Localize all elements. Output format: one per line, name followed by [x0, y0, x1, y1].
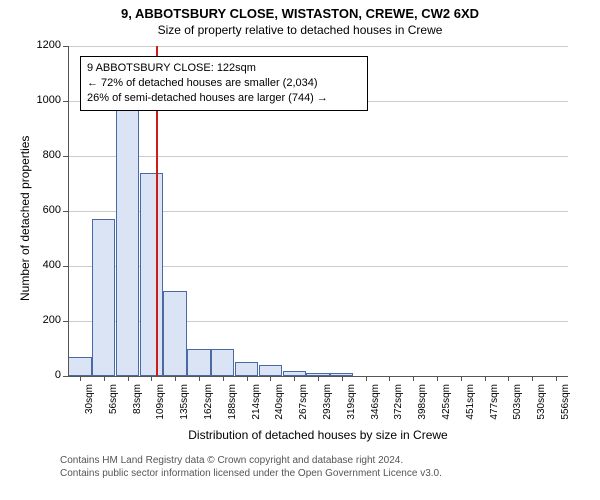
histogram-bar — [163, 291, 186, 376]
x-tick-label: 240sqm — [274, 384, 285, 428]
chart-container: 9, ABBOTSBURY CLOSE, WISTASTON, CREWE, C… — [0, 0, 600, 500]
histogram-bar — [116, 101, 139, 376]
annotation-line: 26% of semi-detached houses are larger (… — [87, 91, 361, 106]
x-tick-label: 83sqm — [132, 384, 143, 428]
histogram-bar — [187, 349, 210, 377]
chart-subtitle: Size of property relative to detached ho… — [0, 21, 600, 37]
grid-line — [68, 46, 568, 47]
x-tick-label: 214sqm — [251, 384, 262, 428]
x-tick-label: 109sqm — [155, 384, 166, 428]
annotation-line: ← 72% of detached houses are smaller (2,… — [87, 76, 361, 91]
y-axis-title: Number of detached properties — [18, 136, 32, 301]
grid-line — [68, 156, 568, 157]
x-tick-label: 162sqm — [203, 384, 214, 428]
histogram-bar — [211, 349, 234, 377]
x-tick-label: 477sqm — [489, 384, 500, 428]
x-tick-label: 398sqm — [417, 384, 428, 428]
annotation-line: 9 ABBOTSBURY CLOSE: 122sqm — [87, 61, 361, 76]
y-tick-label: 200 — [23, 314, 61, 326]
annotation-box: 9 ABBOTSBURY CLOSE: 122sqm ← 72% of deta… — [80, 56, 368, 111]
y-axis-line — [68, 46, 69, 376]
x-tick-label: 372sqm — [393, 384, 404, 428]
histogram-bar — [140, 173, 163, 377]
x-tick-label: 503sqm — [512, 384, 523, 428]
x-tick-label: 530sqm — [536, 384, 547, 428]
footer-line: Contains public sector information licen… — [60, 467, 442, 480]
footer-attribution: Contains HM Land Registry data © Crown c… — [60, 454, 442, 480]
x-tick-label: 267sqm — [298, 384, 309, 428]
y-tick-label: 1200 — [23, 39, 61, 51]
x-tick-label: 346sqm — [370, 384, 381, 428]
chart-title-address: 9, ABBOTSBURY CLOSE, WISTASTON, CREWE, C… — [0, 0, 600, 21]
x-tick-label: 135sqm — [179, 384, 190, 428]
x-tick-label: 319sqm — [346, 384, 357, 428]
y-tick-label: 1000 — [23, 94, 61, 106]
x-tick-label: 556sqm — [560, 384, 571, 428]
histogram-bar — [259, 365, 282, 376]
y-tick-label: 0 — [23, 369, 61, 381]
x-axis-title: Distribution of detached houses by size … — [68, 428, 568, 442]
x-tick-label: 30sqm — [84, 384, 95, 428]
x-tick-label: 425sqm — [441, 384, 452, 428]
histogram-bar — [235, 362, 258, 376]
histogram-bar — [92, 219, 115, 376]
footer-line: Contains HM Land Registry data © Crown c… — [60, 454, 442, 467]
x-tick-label: 56sqm — [108, 384, 119, 428]
x-tick-label: 293sqm — [322, 384, 333, 428]
histogram-bar — [68, 357, 91, 376]
x-axis-line — [68, 376, 568, 377]
x-tick-label: 451sqm — [465, 384, 476, 428]
x-tick-label: 188sqm — [227, 384, 238, 428]
